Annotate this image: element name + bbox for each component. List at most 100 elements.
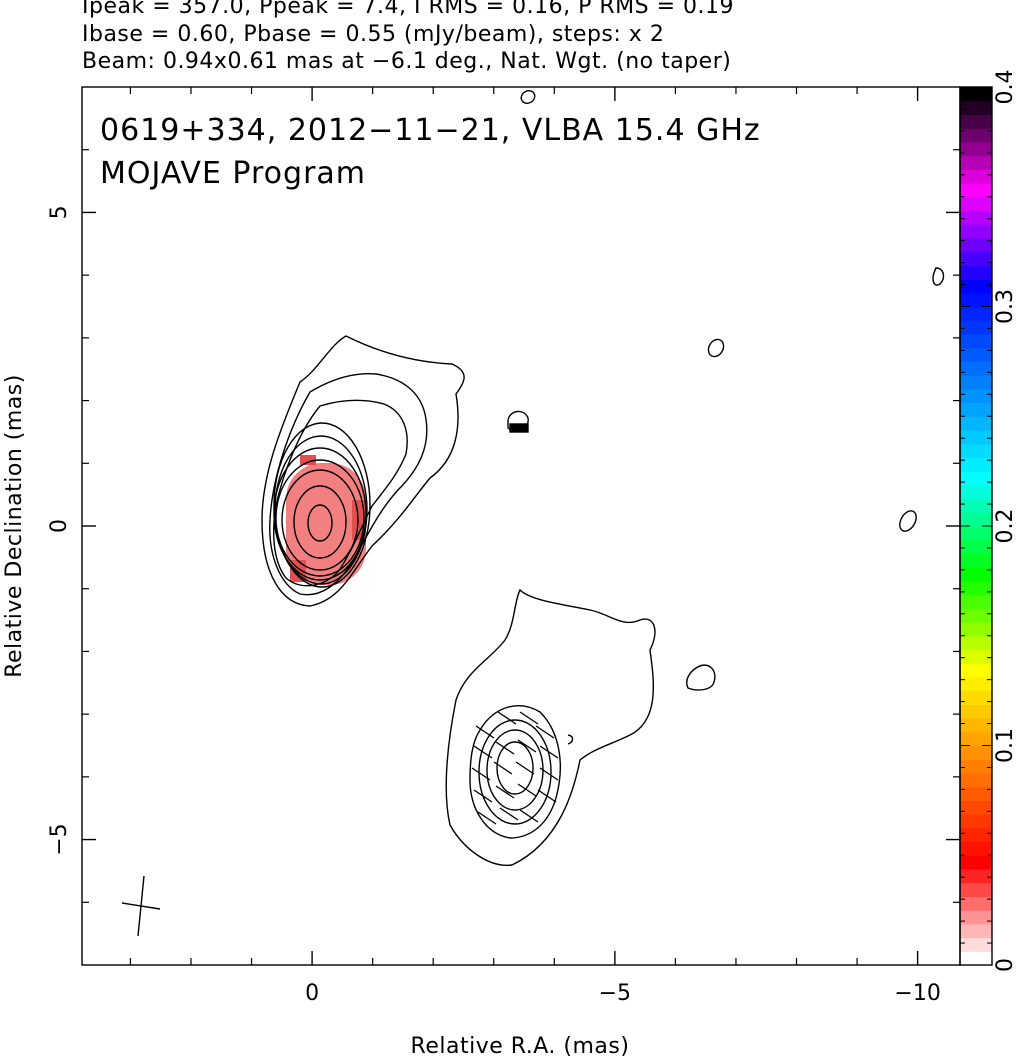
colorbar-tick-label: 0.2: [993, 509, 1018, 544]
colorbar-segment: [960, 896, 992, 911]
tick-labels: 0 −5 −10 5 0 −5: [47, 205, 941, 1006]
colorbar-segment: [960, 594, 992, 609]
y-tick-label: −5: [47, 823, 72, 855]
core-contour: [261, 335, 465, 607]
colorbar-segment: [960, 663, 992, 678]
colorbar-segment: [960, 786, 992, 801]
isolated-contour: [686, 664, 716, 691]
polarization-patch: [286, 463, 366, 585]
colorbar-segment: [960, 279, 992, 294]
plot-title: 0619+334, 2012−11−21, VLBA 15.4 GHz: [100, 113, 761, 148]
colorbar-segment: [960, 183, 992, 198]
colorbar-segment: [960, 265, 992, 280]
colorbar-segment: [960, 416, 992, 431]
polarization-fill: [286, 455, 366, 585]
polarization-patch-edge: [300, 455, 316, 465]
colorbar-segment: [960, 87, 992, 102]
colorbar-segment: [960, 526, 992, 541]
colorbar-segment: [960, 169, 992, 184]
colorbar-segment: [960, 841, 992, 856]
colorbar-segment: [960, 457, 992, 472]
plot-subtitle: MOJAVE Program: [100, 156, 366, 191]
isolated-pixel: [509, 423, 529, 433]
secondary-contour: [496, 741, 534, 795]
core-contour: [274, 435, 368, 585]
colorbar-segment: [960, 882, 992, 898]
colorbar-segment: [960, 375, 992, 390]
colorbar-tick-label: 0.4: [993, 70, 1018, 105]
colorbar-segment: [960, 814, 992, 829]
isolated-contour: [567, 734, 574, 745]
colorbar-segment: [960, 237, 992, 253]
isolated-contours: [507, 90, 945, 745]
colorbar-segment: [960, 827, 992, 843]
colorbar-segment: [960, 251, 992, 266]
colorbar-tick-label: 0: [993, 958, 1018, 972]
colorbar-tick-label: 0.3: [993, 289, 1018, 324]
evpa-ticks: [471, 711, 559, 825]
colorbar-segment: [960, 196, 992, 212]
colorbar-segment: [960, 910, 992, 925]
colorbar-segment: [960, 539, 992, 555]
plot-frame: [81, 86, 961, 966]
colorbar-segment: [960, 704, 992, 719]
y-tick-label: 0: [47, 519, 72, 533]
colorbar-segment: [960, 951, 992, 966]
colorbar-segment: [960, 292, 992, 308]
colorbar-segment: [960, 690, 992, 705]
minor-ticks: [82, 87, 960, 965]
colorbar-segment: [960, 608, 992, 623]
header-line-2: Ibase = 0.60, Pbase = 0.55 (mJy/beam), s…: [82, 22, 665, 47]
y-tick-label: 5: [47, 205, 72, 219]
colorbar-segment: [960, 155, 992, 170]
colorbar-segment: [960, 923, 992, 939]
contour-layer: [121, 90, 945, 937]
colorbar-segment: [960, 676, 992, 692]
colorbar-segment: [960, 745, 992, 760]
colorbar-segment: [960, 622, 992, 637]
secondary-contour: [445, 588, 656, 866]
x-tick-label: −5: [599, 981, 631, 1006]
colorbar-tick-label: 0.1: [993, 728, 1018, 763]
colorbar-segment: [960, 580, 992, 596]
header-line-1: Ipeak = 357.0, Ppeak = 7.4, I RMS = 0.16…: [82, 0, 734, 19]
colorbar-segment: [960, 759, 992, 774]
colorbar-segment: [960, 443, 992, 459]
colorbar-segment: [960, 498, 992, 513]
colorbar-segment: [960, 333, 992, 349]
isolated-contour: [899, 510, 917, 532]
colorbar-segment: [960, 402, 992, 417]
isolated-contour: [520, 90, 536, 104]
x-tick-label: 0: [305, 981, 319, 1006]
secondary-contour: [469, 705, 561, 839]
colorbar-segment: [960, 512, 992, 527]
beam-marker: [121, 875, 161, 937]
isolated-contour: [932, 267, 945, 286]
colorbar: 0 0.1 0.2 0.3 0.4: [959, 70, 1018, 972]
colorbar-segment: [960, 471, 992, 486]
colorbar-segment: [960, 128, 992, 143]
colorbar-segment: [960, 100, 992, 116]
colorbar-segment: [960, 361, 992, 376]
colorbar-segment: [960, 868, 992, 884]
isolated-contour: [707, 338, 725, 358]
colorbar-segment: [960, 114, 992, 129]
colorbar-segment: [960, 388, 992, 404]
colorbar-segment: [960, 429, 992, 445]
colorbar-segment: [960, 635, 992, 651]
colorbar-segment: [960, 484, 992, 500]
core-contour: [293, 485, 347, 559]
core-contours: [261, 335, 465, 607]
header-line-3: Beam: 0.94x0.61 mas at −6.1 deg., Nat. W…: [82, 49, 732, 74]
colorbar-segment: [960, 855, 992, 870]
y-axis-label: Relative Declination (mas): [2, 374, 27, 678]
colorbar-segment: [960, 320, 992, 335]
colorbar-segment: [960, 210, 992, 225]
core-contour: [275, 459, 365, 577]
core-contour: [273, 447, 367, 581]
x-tick-label: −10: [894, 981, 940, 1006]
colorbar-segment: [960, 800, 992, 815]
colorbar-segment: [960, 731, 992, 747]
colorbar-segment: [960, 937, 992, 952]
